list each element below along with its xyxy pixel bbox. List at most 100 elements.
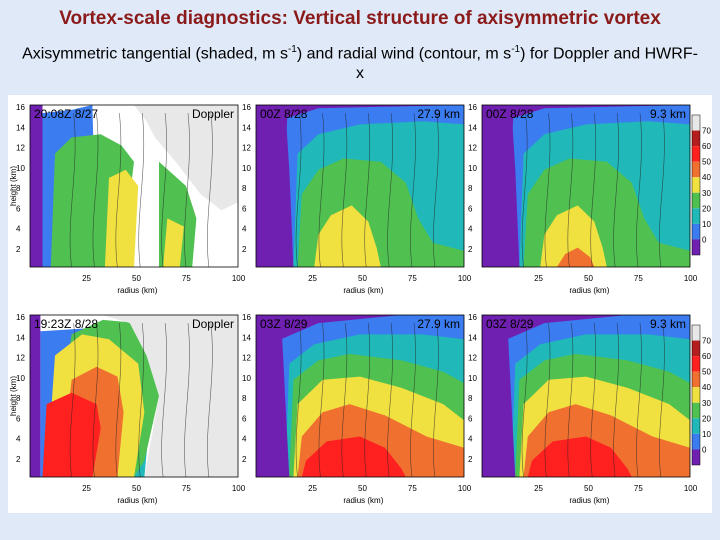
y-tick-label: 8 <box>242 394 247 403</box>
colorbar-swatch <box>692 146 700 162</box>
x-tick-label: 75 <box>182 484 191 493</box>
x-tick-label: 50 <box>358 484 367 493</box>
colorbar-swatch <box>692 340 700 357</box>
radial-wind-contour <box>613 113 619 268</box>
y-tick-label: 10 <box>242 374 251 383</box>
y-tick-label: 6 <box>468 414 473 423</box>
y-tick-label: 6 <box>242 414 247 423</box>
plot-frame <box>255 104 465 268</box>
panel-time-label: 00Z 8/28 <box>260 107 308 121</box>
panel-source-label: 27.9 km <box>417 317 460 331</box>
y-tick-label: 14 <box>468 333 477 342</box>
subtitle-sup: -1 <box>511 44 521 55</box>
colorbar-frame <box>691 114 701 256</box>
radial-wind-contour <box>207 323 213 478</box>
y-tick-label: 14 <box>16 123 25 132</box>
radial-wind-contour <box>138 113 145 268</box>
radial-wind-contour <box>636 323 642 478</box>
colorbar-label: 50 <box>702 158 711 167</box>
radial-wind-contour <box>341 113 348 268</box>
plot-frame <box>481 104 691 268</box>
x-tick-label: 100 <box>458 484 472 493</box>
x-axis-label: radius (km) <box>343 286 383 295</box>
subplot-5: 16 14 12 10 8 6 4 2 25 50 75 100 radius (km) 03Z 8/29… <box>242 313 472 505</box>
panel-time-label: 03Z 8/29 <box>260 317 308 331</box>
y-tick-label: 4 <box>468 225 473 234</box>
radial-wind-contour <box>544 323 551 478</box>
panel-time-label: 19:23Z 8/28 <box>34 317 98 331</box>
colorbar-label: 20 <box>702 204 711 213</box>
colorbar-label: 70 <box>702 127 711 136</box>
y-axis-label: height (km) <box>9 166 18 206</box>
x-tick-label: 100 <box>458 274 472 283</box>
x-tick-label: 25 <box>308 274 317 283</box>
panel-source-label: Doppler <box>192 317 234 331</box>
radial-wind-contour <box>567 113 574 268</box>
subtitle-part: ) and radial wind (contour, m s <box>296 45 512 63</box>
y-tick-label: 14 <box>242 123 251 132</box>
y-tick-label: 4 <box>16 435 21 444</box>
radial-wind-contour <box>521 323 528 478</box>
y-tick-label: 12 <box>242 144 251 153</box>
radial-wind-contour <box>69 323 76 478</box>
subtitle-part: ) for Doppler and HWRF-x <box>356 45 698 83</box>
radial-wind-contour <box>544 113 551 268</box>
y-tick-label: 16 <box>242 103 251 112</box>
colorbar-swatch <box>692 161 700 178</box>
y-tick-label: 2 <box>16 455 21 464</box>
colorbar-label: 0 <box>702 445 707 454</box>
radial-wind-contour <box>364 323 371 478</box>
y-tick-label: 4 <box>468 435 473 444</box>
subplot-2: 16 14 12 10 8 6 4 2 25 50 75 100 radius (km) 00Z 8/28… <box>242 103 472 295</box>
colorbar-swatch <box>692 371 700 388</box>
radial-wind-contour <box>410 323 416 478</box>
y-tick-label: 16 <box>468 313 477 322</box>
y-tick-label: 16 <box>468 103 477 112</box>
y-tick-label: 4 <box>242 435 247 444</box>
plot-frame <box>29 104 239 268</box>
colorbar-swatch <box>692 325 700 341</box>
y-tick-label: 2 <box>242 245 247 254</box>
colorbar-swatch <box>692 208 700 224</box>
y-tick-label: 6 <box>242 204 247 213</box>
y-tick-label: 10 <box>468 374 477 383</box>
x-tick-label: 25 <box>82 274 91 283</box>
y-tick-label: 2 <box>468 455 473 464</box>
radial-wind-contour <box>138 323 145 478</box>
colorbar-label: 70 <box>702 337 711 346</box>
x-tick-label: 75 <box>408 484 417 493</box>
radial-wind-contour <box>161 323 167 478</box>
y-tick-label: 12 <box>242 354 251 363</box>
x-tick-label: 50 <box>584 274 593 283</box>
x-tick-label: 75 <box>634 484 643 493</box>
panel-time-label: 00Z 8/28 <box>486 107 534 121</box>
y-tick-label: 12 <box>468 354 477 363</box>
plot-frame <box>29 314 239 478</box>
subtitle-sup: -1 <box>287 44 297 55</box>
shaded-region <box>42 392 101 477</box>
colorbar-swatch <box>692 418 700 434</box>
colorbar-swatch <box>692 449 700 465</box>
radial-wind-contour <box>92 113 99 268</box>
colorbar: 70 60 50 40 30 20 10 0 <box>691 324 711 466</box>
y-tick-label: 12 <box>16 354 25 363</box>
y-tick-label: 14 <box>468 123 477 132</box>
radial-wind-contour <box>636 113 642 268</box>
radial-wind-contour <box>387 323 393 478</box>
radial-wind-contour <box>295 113 302 268</box>
radial-wind-contour <box>521 113 528 268</box>
shaded-region <box>527 436 632 477</box>
radial-wind-contour <box>161 113 167 268</box>
shaded-region <box>102 315 238 477</box>
slide-subtitle: Axisymmetric tangential (shaded, m s-1) … <box>20 40 700 84</box>
y-tick-label: 2 <box>468 245 473 254</box>
shaded-region <box>163 218 184 267</box>
shaded-region <box>30 315 41 477</box>
shaded-region <box>256 315 290 477</box>
panel-source-label: Doppler <box>192 107 234 121</box>
y-tick-label: 4 <box>242 225 247 234</box>
x-axis-label: radius (km) <box>569 286 609 295</box>
radial-wind-contour <box>659 113 665 268</box>
subplot-6: 16 14 12 10 8 6 4 2 25 50 75 100 radius (km) 03Z 8/29… <box>468 313 698 505</box>
